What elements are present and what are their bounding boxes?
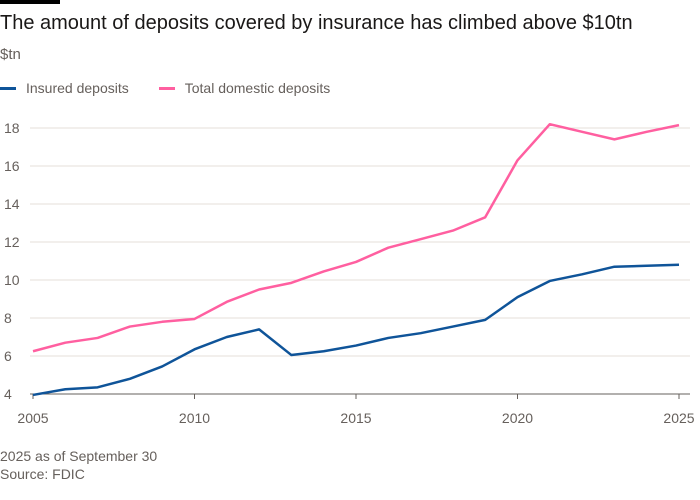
legend-swatch-total [158, 86, 175, 90]
y-tick-label: 6 [4, 348, 12, 364]
footnote: 2025 as of September 30 [0, 448, 158, 464]
y-tick-label: 4 [4, 386, 12, 402]
x-tick-label: 2005 [17, 410, 48, 426]
legend-label-insured: Insured deposits [26, 80, 129, 96]
y-tick-label: 10 [4, 272, 20, 288]
x-tick-label: 2020 [502, 410, 533, 426]
legend-item-insured: Insured deposits [0, 80, 129, 96]
x-tick-label: 2010 [179, 410, 210, 426]
x-tick-label: 2015 [340, 410, 371, 426]
y-tick-label: 16 [4, 158, 20, 174]
y-tick-label: 8 [4, 310, 12, 326]
series-line-total [32, 122, 680, 353]
source: Source: FDIC [0, 466, 85, 482]
series-line-insured [32, 263, 680, 397]
y-axis-unit: $tn [0, 46, 21, 63]
brand-bar [0, 0, 60, 4]
chart-title: The amount of deposits covered by insura… [0, 12, 633, 34]
legend: Insured deposits Total domestic deposits [0, 80, 330, 96]
x-tick-label: 2025 [663, 410, 694, 426]
y-tick-label: 12 [4, 234, 20, 250]
legend-swatch-insured [0, 86, 16, 90]
y-tick-label: 18 [4, 120, 20, 136]
y-tick-label: 14 [4, 196, 20, 212]
legend-label-total: Total domestic deposits [184, 80, 331, 96]
legend-item-total: Total domestic deposits [158, 80, 331, 96]
